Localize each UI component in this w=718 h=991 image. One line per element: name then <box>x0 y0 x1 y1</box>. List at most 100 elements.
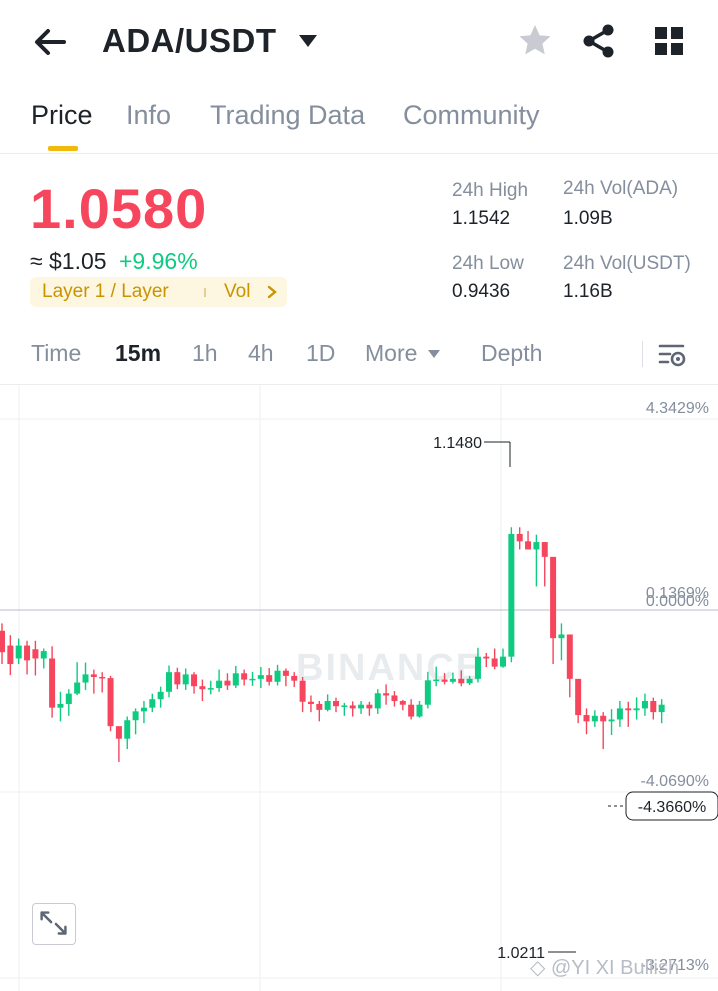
candle-down <box>349 705 356 709</box>
tab-trading-data[interactable]: Trading Data <box>210 100 366 130</box>
candle-up <box>74 682 81 694</box>
candle-down <box>7 645 14 665</box>
candle-up <box>341 705 348 707</box>
share-icon[interactable] <box>580 22 618 60</box>
candle-up <box>433 679 440 682</box>
candle-down <box>458 678 465 684</box>
candle-down <box>24 645 31 661</box>
candle-up <box>324 701 331 710</box>
last-price: 1.0580 <box>30 177 208 240</box>
tab-info[interactable]: Info <box>126 100 172 130</box>
candle-down <box>0 630 5 653</box>
tab-price[interactable]: Price <box>31 100 93 130</box>
candle-up <box>207 688 214 690</box>
candle-down <box>32 649 39 659</box>
candle-down <box>199 686 206 690</box>
active-tab-indicator <box>48 146 78 151</box>
candle-down <box>600 715 607 722</box>
candle-down <box>366 704 373 709</box>
stat-low-label: 24h Low <box>452 253 524 274</box>
candle-up <box>608 719 615 722</box>
depth-tab[interactable]: Depth <box>481 340 543 366</box>
candle-up <box>132 711 139 721</box>
candle-down <box>625 708 632 711</box>
timeframe-1d[interactable]: 1D <box>306 340 336 366</box>
candle-up <box>216 680 223 689</box>
axis-label: 0.0000% <box>646 593 709 610</box>
candle-up <box>633 708 640 711</box>
current-price-label: -4.3660% <box>638 799 707 816</box>
candle-down <box>191 674 198 687</box>
candle-up <box>82 674 89 683</box>
usd-price: ≈ $1.05 <box>30 248 107 274</box>
candle-up <box>508 533 515 657</box>
candle-down <box>307 701 314 704</box>
candlestick-chart[interactable]: BINANCE 4.3429% 0.1369% 0.0000% -4.0690%… <box>0 385 718 991</box>
candle-down <box>483 656 490 659</box>
pair-title[interactable]: ADA/USDT <box>102 22 277 59</box>
candle-down <box>299 680 306 702</box>
chevron-right-icon <box>267 285 277 299</box>
candle-down <box>115 726 122 739</box>
candle-up <box>533 542 540 550</box>
timeframe-4h[interactable]: 4h <box>248 340 274 366</box>
category-tag-label: Layer 1 / Layer <box>42 281 169 302</box>
candle-up <box>257 675 264 679</box>
candle-up <box>466 678 473 684</box>
category-tag[interactable]: Layer 1 / Layer Vol <box>30 277 287 307</box>
timeframe-1h[interactable]: 1h <box>192 340 218 366</box>
candle-down <box>391 695 398 702</box>
grid-icon[interactable] <box>652 24 686 58</box>
stat-vol-usdt-label: 24h Vol(USDT) <box>563 253 691 274</box>
stat-vol-usdt-value: 1.16B <box>563 281 613 302</box>
tab-community[interactable]: Community <box>403 100 540 130</box>
candle-up <box>274 670 281 682</box>
candle-up <box>658 704 665 713</box>
tag-vol-label: Vol <box>224 281 251 302</box>
tag-divider <box>204 288 206 297</box>
chart-top-divider <box>0 384 718 385</box>
candle-down <box>282 670 289 676</box>
candle-up <box>232 673 239 686</box>
candle-up <box>182 674 189 685</box>
author-watermark: ◇ @YI XI Bullish <box>530 957 680 979</box>
candle-up <box>40 651 47 659</box>
candle-down <box>525 541 532 550</box>
candle-up <box>474 656 481 679</box>
candle-down <box>550 556 557 639</box>
candle-down <box>575 678 582 716</box>
fullscreen-button[interactable] <box>32 903 76 945</box>
expand-icon <box>40 911 67 935</box>
candle-down <box>583 715 590 722</box>
caret-down-icon[interactable] <box>296 31 320 51</box>
candle-down <box>224 680 231 686</box>
candle-up <box>424 680 431 705</box>
price-change-percent: +9.96% <box>119 248 198 274</box>
stat-low-value: 0.9436 <box>452 281 511 302</box>
timeframe-more[interactable]: More <box>365 340 418 366</box>
candle-down <box>441 679 448 682</box>
back-arrow-icon[interactable] <box>30 22 70 62</box>
candle-up <box>65 693 72 704</box>
candle-up <box>558 634 565 639</box>
timeframe-15m[interactable]: 15m <box>115 340 162 366</box>
timeframe-time[interactable]: Time <box>31 340 82 366</box>
candle-up <box>15 645 22 659</box>
chart-settings-icon[interactable] <box>657 340 687 370</box>
section-tabs: Price Info Trading Data Community <box>0 92 718 154</box>
candle-down <box>566 634 573 679</box>
candle-down <box>316 703 323 710</box>
candle-down <box>90 674 97 677</box>
candle-up <box>166 672 172 692</box>
candle-down <box>333 701 339 707</box>
candle-up <box>616 708 623 720</box>
candle-down <box>291 675 298 681</box>
axis-label: 4.3429% <box>646 400 709 417</box>
axis-label: -3.2713% <box>641 957 710 974</box>
caret-down-icon[interactable] <box>427 349 441 359</box>
high-marker-label: 1.1480 <box>433 435 482 452</box>
star-icon[interactable] <box>516 22 554 60</box>
candle-up <box>57 703 64 708</box>
stat-vol-ada-value: 1.09B <box>563 208 613 229</box>
stat-vol-ada-label: 24h Vol(ADA) <box>563 178 679 199</box>
